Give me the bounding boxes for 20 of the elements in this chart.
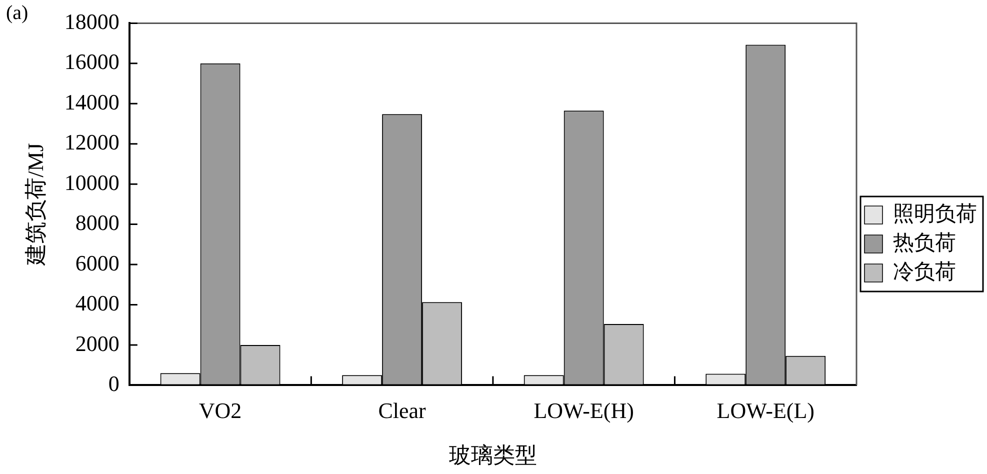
- y-tick-label: 0: [108, 370, 120, 396]
- y-tick-label: 18000: [64, 8, 120, 34]
- y-tick-label: 14000: [64, 89, 120, 114]
- x-tick-label: LOW-E(L): [716, 398, 814, 424]
- y-tick-label: 2000: [75, 330, 120, 356]
- y-tick-label: 6000: [75, 250, 120, 276]
- legend-label: 照明负荷: [893, 202, 977, 226]
- y-tick-label: 4000: [75, 290, 120, 316]
- y-tick-label: 8000: [75, 210, 120, 236]
- legend-label: 冷负荷: [893, 260, 956, 284]
- y-tick-label: 10000: [64, 170, 120, 195]
- y-tick-label: 12000: [64, 130, 120, 155]
- x-axis-title: 玻璃类型: [448, 442, 537, 468]
- legend-label: 热负荷: [893, 230, 956, 255]
- y-axis-title: 建筑负荷/MJ: [22, 142, 48, 266]
- x-tick-label: Clear: [378, 398, 427, 424]
- y-tick-label: 16000: [64, 49, 120, 74]
- x-tick-label: LOW-E(H): [534, 398, 634, 424]
- text: (a): [6, 2, 28, 25]
- x-tick-label: VO2: [198, 398, 242, 424]
